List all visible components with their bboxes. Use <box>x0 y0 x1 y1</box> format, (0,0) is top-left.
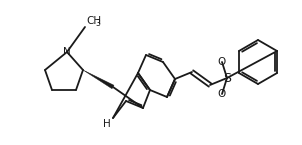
Text: O: O <box>218 89 226 99</box>
Polygon shape <box>83 70 114 89</box>
Text: 3: 3 <box>95 19 100 28</box>
Text: S: S <box>223 71 231 85</box>
Text: CH: CH <box>86 16 101 26</box>
Text: O: O <box>218 57 226 67</box>
Text: H: H <box>103 119 111 129</box>
Text: N: N <box>63 47 71 57</box>
